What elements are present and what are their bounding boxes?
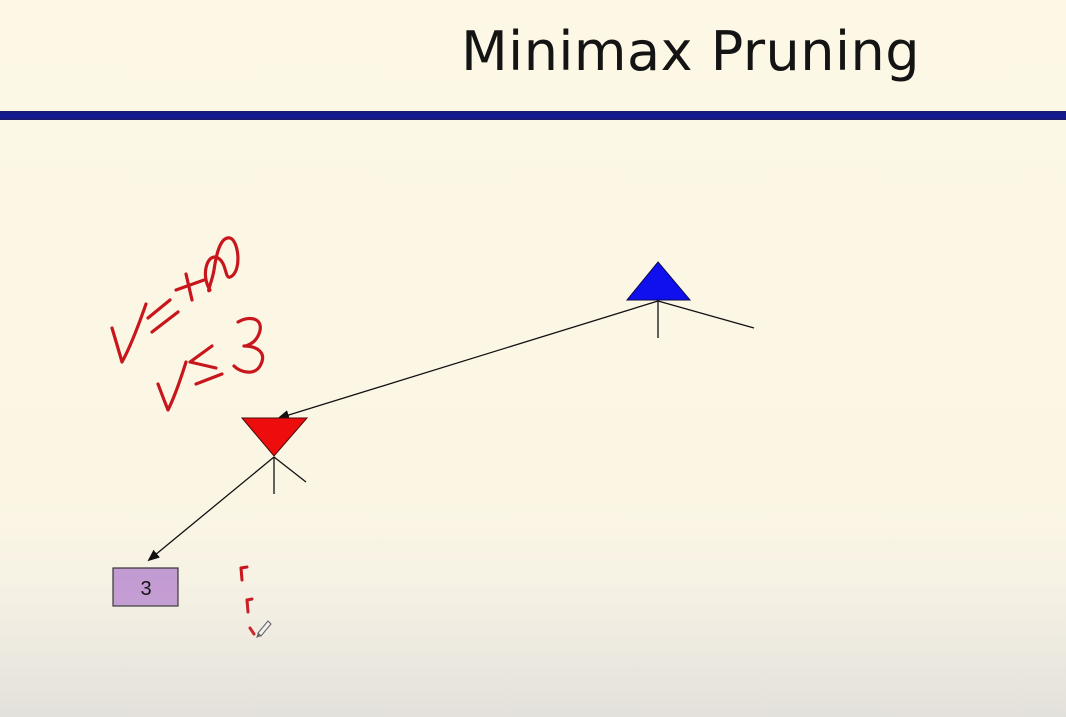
min-edge-right: [273, 456, 307, 483]
max-node-root: [625, 261, 692, 301]
title-rule: [0, 111, 1066, 120]
slide-title: Minimax Pruning: [461, 20, 920, 83]
leaf-value: 3: [140, 578, 151, 600]
min-edge-left: [147, 456, 275, 562]
pen-cursor-icon: [256, 620, 272, 638]
handwritten-tick-marks: [239, 565, 256, 636]
leaf-node: [112, 567, 179, 607]
min-node: [240, 417, 309, 457]
handwritten-v-less-equal-three: V≤3: [156, 316, 265, 412]
handwritten-v-equals-infinity: V=+∞: [110, 236, 240, 364]
root-edge-right: [657, 300, 755, 329]
root-edge-left: [277, 300, 659, 420]
